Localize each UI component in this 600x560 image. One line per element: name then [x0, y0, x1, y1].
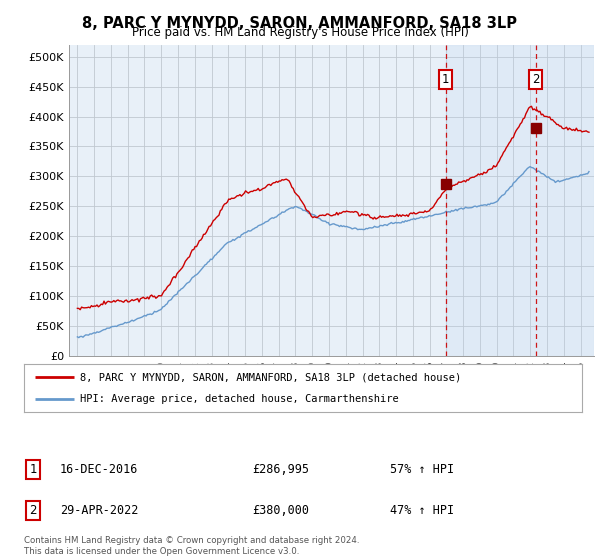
- Text: 57% ↑ HPI: 57% ↑ HPI: [390, 463, 454, 477]
- Bar: [446, 45, 594, 356]
- Text: Price paid vs. HM Land Registry's House Price Index (HPI): Price paid vs. HM Land Registry's House …: [131, 26, 469, 39]
- Text: £286,995: £286,995: [252, 463, 309, 477]
- Text: 47% ↑ HPI: 47% ↑ HPI: [390, 504, 454, 517]
- Text: 8, PARC Y MYNYDD, SARON, AMMANFORD, SA18 3LP: 8, PARC Y MYNYDD, SARON, AMMANFORD, SA18…: [83, 16, 517, 31]
- Text: £380,000: £380,000: [252, 504, 309, 517]
- Text: Contains HM Land Registry data © Crown copyright and database right 2024.
This d: Contains HM Land Registry data © Crown c…: [24, 536, 359, 556]
- Text: 1: 1: [442, 73, 449, 86]
- Text: 2: 2: [29, 504, 37, 517]
- Text: 29-APR-2022: 29-APR-2022: [60, 504, 139, 517]
- Text: 8, PARC Y MYNYDD, SARON, AMMANFORD, SA18 3LP (detached house): 8, PARC Y MYNYDD, SARON, AMMANFORD, SA18…: [80, 372, 461, 382]
- Text: 2: 2: [532, 73, 539, 86]
- Text: 16-DEC-2016: 16-DEC-2016: [60, 463, 139, 477]
- Text: HPI: Average price, detached house, Carmarthenshire: HPI: Average price, detached house, Carm…: [80, 394, 398, 404]
- Text: 1: 1: [29, 463, 37, 477]
